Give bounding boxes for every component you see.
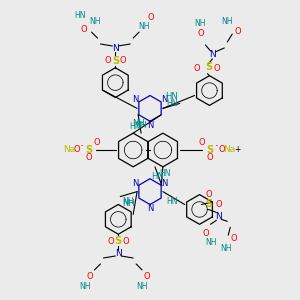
Text: HN: HN bbox=[166, 197, 178, 206]
Text: O: O bbox=[85, 153, 92, 162]
Text: ·: · bbox=[214, 140, 218, 154]
Text: O: O bbox=[74, 145, 80, 154]
Text: N: N bbox=[209, 50, 216, 59]
Text: O: O bbox=[231, 234, 238, 243]
Text: O: O bbox=[206, 153, 213, 162]
Text: N: N bbox=[147, 121, 153, 130]
Text: NH: NH bbox=[79, 282, 90, 291]
Text: N: N bbox=[215, 212, 222, 221]
Text: N: N bbox=[115, 248, 122, 257]
Text: S: S bbox=[112, 56, 119, 66]
Text: O: O bbox=[144, 272, 150, 281]
Text: N: N bbox=[132, 95, 139, 104]
Text: NH: NH bbox=[194, 19, 205, 28]
Text: O: O bbox=[80, 25, 87, 34]
Text: O: O bbox=[123, 237, 130, 246]
Text: S: S bbox=[205, 200, 212, 209]
Text: O: O bbox=[107, 237, 114, 246]
Text: HN: HN bbox=[129, 122, 141, 131]
Text: N: N bbox=[161, 95, 168, 104]
Text: HN: HN bbox=[166, 99, 178, 108]
Text: ·: · bbox=[80, 140, 84, 154]
Text: O: O bbox=[86, 272, 93, 281]
Text: Na: Na bbox=[223, 145, 236, 154]
Text: S: S bbox=[115, 236, 122, 246]
Text: O: O bbox=[235, 27, 242, 36]
Text: O: O bbox=[120, 56, 127, 65]
Text: NH: NH bbox=[122, 199, 135, 208]
Text: N: N bbox=[147, 204, 153, 213]
Text: N: N bbox=[112, 44, 119, 53]
Text: HN: HN bbox=[165, 92, 178, 101]
Text: NH: NH bbox=[220, 244, 232, 253]
Text: O: O bbox=[197, 28, 204, 38]
Text: O: O bbox=[213, 64, 220, 73]
Text: S: S bbox=[205, 62, 212, 72]
Text: S: S bbox=[206, 145, 213, 155]
Text: NH: NH bbox=[132, 119, 145, 128]
Text: NH: NH bbox=[135, 121, 147, 130]
Text: O: O bbox=[193, 64, 200, 73]
Text: HN: HN bbox=[74, 11, 85, 20]
Text: O: O bbox=[148, 13, 154, 22]
Text: O: O bbox=[205, 190, 212, 199]
Text: O: O bbox=[218, 145, 225, 154]
Text: O: O bbox=[93, 138, 100, 147]
Text: NH: NH bbox=[122, 197, 134, 206]
Text: NH: NH bbox=[89, 17, 100, 26]
Text: O: O bbox=[215, 200, 222, 209]
Text: S: S bbox=[85, 145, 92, 155]
Text: N: N bbox=[161, 179, 168, 188]
Text: N: N bbox=[132, 179, 139, 188]
Text: NH: NH bbox=[221, 17, 233, 26]
Text: O: O bbox=[202, 229, 209, 238]
Text: O: O bbox=[198, 138, 205, 147]
Text: +: + bbox=[234, 145, 240, 154]
Text: NH: NH bbox=[136, 282, 148, 291]
Text: HN: HN bbox=[159, 169, 171, 178]
Text: NH: NH bbox=[206, 238, 217, 247]
Text: NH: NH bbox=[138, 22, 150, 31]
Text: O: O bbox=[104, 56, 111, 65]
Text: Na: Na bbox=[63, 145, 75, 154]
Text: HN: HN bbox=[152, 172, 164, 181]
